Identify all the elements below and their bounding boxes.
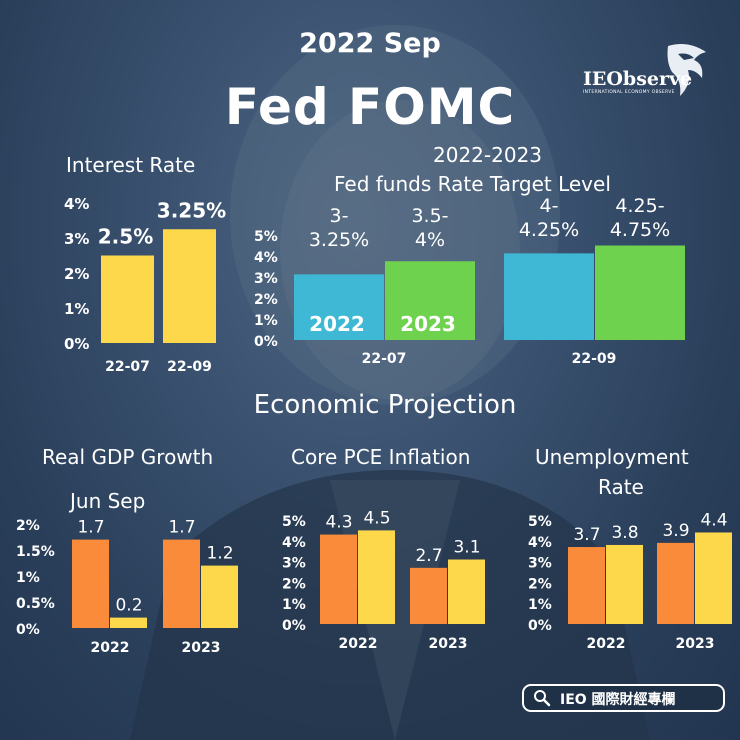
fed-funds-ytick: 4%	[254, 250, 278, 266]
fed-funds-bar-2022	[504, 253, 594, 340]
pce-ytick: 5%	[282, 514, 306, 530]
fed-funds-ytick: 1%	[254, 313, 278, 329]
unemployment-bar-Jun	[657, 542, 694, 624]
gdp-data-label: 1.2	[206, 544, 233, 564]
fed-funds-title: Fed funds Rate Target Level	[334, 172, 611, 196]
interest-rate-ytick: 0%	[64, 335, 89, 353]
interest-rate-data-label: 3.25%	[157, 198, 226, 222]
gdp-data-label: 0.2	[115, 596, 142, 616]
gdp-data-label: 1.7	[77, 518, 104, 538]
fed-funds-ytick: 0%	[254, 334, 278, 350]
fed-funds-ytick: 2%	[254, 292, 278, 308]
fed-funds-xtick: 22-09	[572, 351, 617, 367]
unemployment-bar-Jun	[568, 547, 605, 624]
unemployment-data-label: 4.4	[700, 510, 727, 530]
interest-rate-ytick: 4%	[64, 195, 89, 213]
unemployment-ytick: 5%	[528, 514, 552, 530]
gdp-ytick: 0%	[16, 622, 40, 638]
unemployment-title-2: Rate	[598, 475, 644, 499]
gdp-xtick: 2022	[91, 640, 130, 656]
logo-subtext: INTERNATIONAL ECONOMY OBSERVE	[583, 90, 675, 95]
unemployment-xtick: 2023	[676, 636, 715, 652]
gdp-legend: Jun Sep	[70, 489, 146, 513]
fed-funds-ytick: 3%	[254, 271, 278, 287]
gdp-bar-Sep	[110, 617, 147, 628]
footer-text: IEO 國際財經專欄	[560, 692, 676, 708]
eagle-icon	[667, 44, 706, 96]
page-title: Fed FOMC	[224, 78, 516, 136]
footer-search-pill[interactable]	[522, 684, 725, 712]
unemployment-data-label: 3.8	[611, 523, 638, 543]
interest-rate-bar	[101, 255, 154, 343]
logo-text: IEObserve	[583, 68, 693, 90]
unemployment-ytick: 0%	[528, 618, 552, 634]
pce-data-label: 2.7	[415, 546, 442, 566]
gdp-data-label: 1.7	[168, 518, 195, 538]
fed-funds-data-label: 4.25-4.75%	[610, 195, 670, 241]
subtitle: 2022 Sep	[299, 28, 441, 59]
pce-bar-Sep	[358, 530, 395, 624]
gdp-ytick: 2%	[16, 518, 40, 534]
fed-funds-series-label: 2023	[400, 312, 456, 336]
interest-rate-xtick: 22-09	[167, 359, 212, 375]
pce-bar-Jun	[410, 567, 447, 624]
interest-rate-ytick: 1%	[64, 300, 89, 318]
pce-ytick: 0%	[282, 618, 306, 634]
fed-funds-bar-2023	[385, 261, 475, 340]
gdp-ytick: 0.5%	[16, 596, 55, 612]
unemployment-bar-Sep	[695, 532, 732, 624]
pce-ytick: 3%	[282, 556, 306, 572]
pce-data-label: 4.5	[363, 508, 390, 528]
unemployment-ytick: 2%	[528, 576, 552, 592]
gdp-bar-Sep	[201, 565, 238, 628]
unemployment-title: Unemployment	[535, 445, 689, 469]
fed-funds-bar-2022	[294, 274, 384, 340]
unemployment-data-label: 3.9	[662, 521, 689, 541]
pce-ytick: 2%	[282, 576, 306, 592]
gdp-ytick: 1.5%	[16, 544, 55, 560]
projection-heading: Economic Projection	[253, 390, 517, 420]
pce-bar-Sep	[448, 559, 485, 624]
fed-funds-ytick: 5%	[254, 229, 278, 245]
fed-funds-data-label: 3.5-4%	[411, 205, 448, 251]
interest-rate-title: Interest Rate	[66, 153, 196, 177]
interest-rate-bar	[163, 229, 216, 343]
search-icon	[534, 690, 551, 707]
gdp-xtick: 2023	[182, 640, 221, 656]
pce-bar-Jun	[320, 534, 357, 624]
interest-rate-data-label: 2.5%	[98, 225, 153, 249]
unemployment-data-label: 3.7	[573, 525, 600, 545]
fed-funds-xtick: 22-07	[362, 351, 407, 367]
unemployment-ytick: 4%	[528, 535, 552, 551]
fed-funds-title-year: 2022-2023	[433, 143, 543, 167]
unemployment-ytick: 1%	[528, 597, 552, 613]
pce-ytick: 1%	[282, 597, 306, 613]
pce-title: Core PCE Inflation	[291, 445, 471, 469]
pce-data-label: 4.3	[325, 513, 352, 533]
interest-rate-ytick: 3%	[64, 230, 89, 248]
pce-data-label: 3.1	[453, 538, 480, 558]
fed-funds-data-label: 3-3.25%	[309, 205, 369, 251]
gdp-ytick: 1%	[16, 570, 40, 586]
gdp-bar-Jun	[163, 539, 200, 628]
pce-ytick: 4%	[282, 535, 306, 551]
unemployment-xtick: 2022	[587, 636, 626, 652]
pce-xtick: 2023	[429, 636, 468, 652]
unemployment-ytick: 3%	[528, 556, 552, 572]
fed-funds-series-label: 2022	[309, 312, 365, 336]
fed-funds-bar-2023	[595, 245, 685, 340]
pce-xtick: 2022	[339, 636, 378, 652]
unemployment-bar-Sep	[606, 544, 643, 624]
interest-rate-xtick: 22-07	[105, 359, 150, 375]
gdp-title: Real GDP Growth	[42, 445, 214, 469]
fed-funds-data-label: 4-4.25%	[519, 195, 579, 241]
gdp-bar-Jun	[72, 539, 109, 628]
interest-rate-ytick: 2%	[64, 265, 89, 283]
